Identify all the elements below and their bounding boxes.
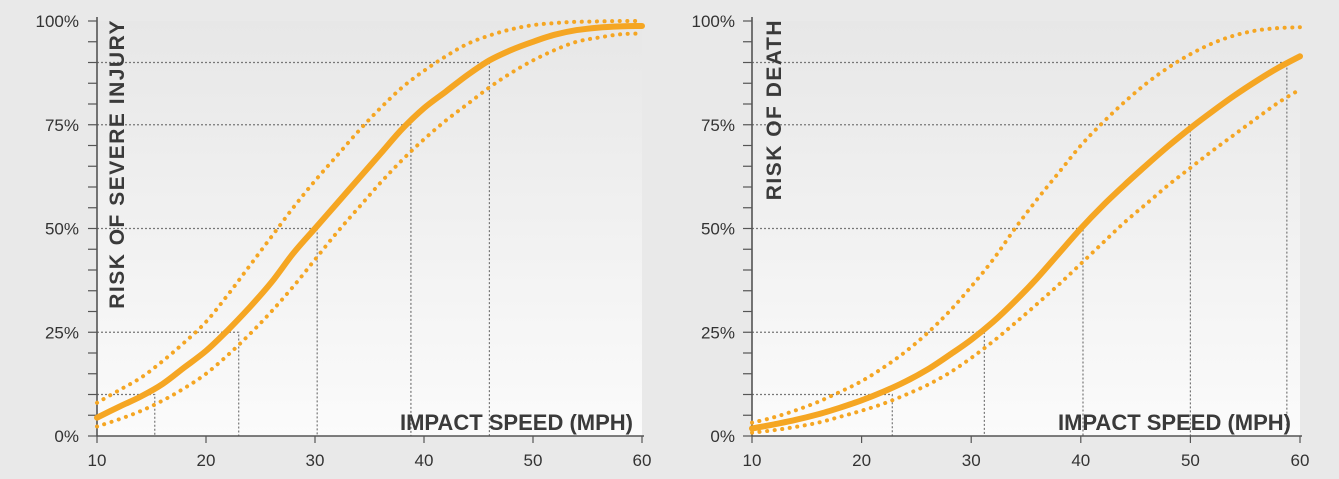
guide-line: [752, 124, 1191, 436]
y-tick-label: 25%: [45, 323, 79, 342]
x-tick-label: 50: [1181, 451, 1200, 470]
x-tick-label: 30: [962, 451, 981, 470]
confidence-bound-line: [95, 18, 644, 405]
chart-panel-2: 0% 25% 50% 75% 100% 10 20 30 40 50 60 RISK OF DEATH…: [692, 12, 1310, 470]
x-tick-label: 60: [633, 451, 652, 470]
x-tick-label: 60: [1291, 451, 1310, 470]
y-tick-label: 75%: [45, 116, 79, 135]
x-tick-label: 40: [415, 451, 434, 470]
x-axis-title: IMPACT SPEED (MPH): [1058, 410, 1291, 435]
x-tick-label: 30: [306, 451, 325, 470]
confidence-bound-line: [750, 25, 1302, 425]
risk-curve-line: [94, 23, 645, 421]
confidence-bound-line: [95, 31, 644, 429]
y-axis-title: RISK OF SEVERE INJURY: [106, 19, 129, 309]
x-tick-label: 10: [88, 451, 107, 470]
guide-line: [97, 331, 240, 436]
y-tick-label: 50%: [701, 220, 735, 239]
confidence-bound-line: [750, 87, 1302, 435]
guide-line: [752, 393, 893, 436]
y-tick-label: 0%: [710, 427, 735, 446]
x-tick-label: 50: [524, 451, 543, 470]
x-tick-label: 20: [197, 451, 216, 470]
guide-line: [752, 227, 1084, 436]
y-tick-label: 75%: [701, 116, 735, 135]
y-tick-label: 100%: [36, 12, 79, 31]
x-tick-label: 40: [1071, 451, 1090, 470]
chart-panel-1: 0% 25% 50% 75% 100% 10 20 30 40 50 60 RISK OF SEVER…: [36, 12, 652, 470]
guide-line: [97, 124, 412, 436]
y-tick-label: 25%: [701, 323, 735, 342]
x-tick-label: 10: [743, 451, 762, 470]
y-tick-label: 100%: [692, 12, 735, 31]
guide-line: [97, 393, 156, 436]
risk-curve-line: [749, 53, 1303, 432]
y-tick-label: 0%: [54, 427, 79, 446]
x-tick-label: 20: [852, 451, 871, 470]
y-axis-title: RISK OF DEATH: [763, 19, 786, 200]
y-tick-label: 50%: [45, 220, 79, 239]
x-axis-title: IMPACT SPEED (MPH): [400, 410, 633, 435]
